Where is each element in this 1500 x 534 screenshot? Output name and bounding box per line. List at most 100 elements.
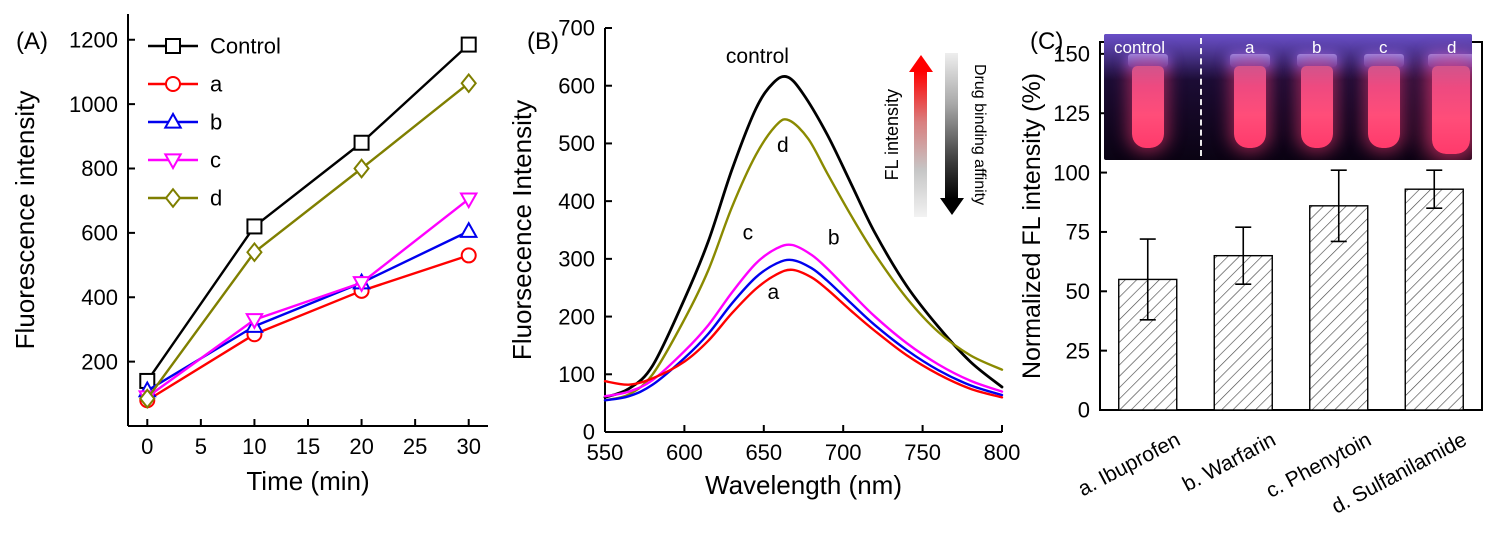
- svg-text:15: 15: [296, 434, 320, 459]
- svg-text:Fluorescence intensity: Fluorescence intensity: [10, 91, 40, 350]
- svg-text:d: d: [210, 186, 222, 211]
- series-d-line: [146, 82, 470, 400]
- svg-text:Fluorsecence Intensity: Fluorsecence Intensity: [507, 100, 537, 360]
- tick-labels: 0 25 50 75 100 125 150: [1053, 42, 1090, 423]
- control-separator-line: [1200, 38, 1202, 156]
- svg-text:300: 300: [558, 247, 595, 272]
- svg-text:600: 600: [81, 221, 118, 246]
- axis-titles: Normalized FL intensity (%): [1020, 73, 1046, 379]
- svg-text:a: a: [767, 281, 779, 304]
- svg-text:600: 600: [666, 440, 703, 465]
- tube-label-control: control: [1114, 38, 1166, 57]
- axis-titles: Wavelength (nm) Fluorsecence Intensity: [507, 100, 902, 500]
- panel-b: (B) 0 100 200 300 400 500 600 700 550 600 650 700 75…: [505, 0, 1020, 534]
- svg-text:5: 5: [195, 434, 207, 459]
- panel-b-label: (B): [527, 28, 559, 55]
- curve-d: [603, 118, 1004, 402]
- svg-text:25: 25: [403, 434, 427, 459]
- svg-text:700: 700: [558, 16, 595, 41]
- svg-text:a. Ibuprofen: a. Ibuprofen: [1074, 428, 1184, 501]
- svg-text:800: 800: [984, 440, 1020, 465]
- panel-a: (A) 200 400 600 800 1000 1200 0 5 10 15 20 25 30 Time…: [0, 0, 505, 534]
- spectra-chart: 0 100 200 300 400 500 600 700 550 600 650 700 750 800…: [507, 16, 1020, 500]
- svg-text:75: 75: [1066, 220, 1090, 245]
- timecourse-chart: 200 400 600 800 1000 1200 0 5 10 15 20 25 30 Time (mi…: [10, 14, 488, 496]
- svg-text:125: 125: [1053, 101, 1090, 126]
- tube-label-d: d: [1447, 38, 1457, 57]
- series: [137, 36, 479, 409]
- svg-text:a: a: [210, 72, 223, 97]
- svg-text:Time (min): Time (min): [246, 466, 369, 496]
- tube-label-a: a: [1245, 38, 1255, 57]
- svg-text:200: 200: [558, 304, 595, 329]
- svg-text:50: 50: [1066, 279, 1090, 304]
- tube-body: [1132, 66, 1164, 148]
- tube-label-b: b: [1312, 38, 1322, 57]
- curve-a: [603, 268, 1004, 399]
- tube-b: [1297, 54, 1337, 156]
- svg-text:400: 400: [81, 285, 118, 310]
- series-Control-line: [146, 43, 470, 382]
- bars: [1118, 188, 1464, 411]
- series-a-line: [146, 254, 470, 402]
- tube-d: [1428, 54, 1472, 156]
- svg-text:400: 400: [558, 189, 595, 214]
- svg-text:750: 750: [904, 440, 941, 465]
- svg-text:Wavelength (nm): Wavelength (nm): [705, 470, 902, 500]
- series: [603, 75, 1004, 402]
- svg-text:600: 600: [558, 73, 595, 98]
- svg-text:25: 25: [1066, 338, 1090, 363]
- arrowhead-icon: [939, 198, 964, 215]
- svg-text:c: c: [743, 222, 754, 245]
- intensity-affinity-legend: FL intensity Drug binding affinity: [882, 44, 988, 226]
- svg-text:c: c: [210, 148, 221, 173]
- svg-text:650: 650: [745, 440, 782, 465]
- tube-a: [1230, 54, 1270, 156]
- arrowhead-icon: [908, 55, 933, 72]
- curve-control: [603, 75, 1004, 399]
- svg-text:550: 550: [587, 440, 624, 465]
- svg-text:control: control: [726, 45, 789, 68]
- svg-text:30: 30: [456, 434, 480, 459]
- tube-cap: [1128, 54, 1168, 67]
- svg-text:100: 100: [1053, 160, 1090, 185]
- drug-affinity-down-arrow-icon: [939, 53, 964, 215]
- tube-body: [1432, 66, 1470, 154]
- panel-c-label: (C): [1030, 28, 1064, 55]
- svg-text:0: 0: [1078, 398, 1090, 423]
- bar-d. Sulfanilamide: [1404, 188, 1464, 411]
- tube-c: [1364, 54, 1404, 156]
- tube-cap: [1428, 54, 1472, 67]
- panel-c: (C) 0 25 50 75 100 125 150 Normalized FL intens…: [1020, 0, 1500, 534]
- uv-tubes-photo: control a b c d: [1104, 34, 1472, 160]
- svg-text:800: 800: [81, 156, 118, 181]
- svg-text:1200: 1200: [69, 27, 118, 52]
- svg-text:150: 150: [1053, 42, 1090, 67]
- svg-text:0: 0: [583, 420, 595, 445]
- curve-c: [603, 243, 1004, 398]
- svg-text:700: 700: [825, 440, 862, 465]
- svg-text:b: b: [210, 110, 222, 135]
- error-bars: [1139, 169, 1443, 321]
- svg-text:200: 200: [81, 349, 118, 374]
- svg-text:b: b: [828, 226, 840, 249]
- tube-cap: [1364, 54, 1404, 67]
- tube-cap: [1297, 54, 1337, 67]
- svg-text:Normalized FL intensity (%): Normalized FL intensity (%): [1020, 73, 1046, 379]
- tube-control: [1128, 54, 1168, 156]
- svg-text:500: 500: [558, 131, 595, 156]
- drug-affinity-label: Drug binding affinity: [971, 64, 988, 206]
- tick-labels: 0 100 200 300 400 500 600 700 550 600 650 700 750 800: [558, 16, 1020, 465]
- panel-a-label: (A): [16, 28, 48, 55]
- fl-intensity-label: FL intensity: [882, 89, 902, 181]
- tube-body: [1234, 66, 1266, 148]
- svg-text:10: 10: [242, 434, 266, 459]
- tube-body: [1368, 66, 1400, 148]
- svg-text:Control: Control: [210, 34, 281, 59]
- axes: [127, 14, 488, 427]
- svg-text:100: 100: [558, 362, 595, 387]
- fl-intensity-up-arrow-icon: [908, 55, 933, 217]
